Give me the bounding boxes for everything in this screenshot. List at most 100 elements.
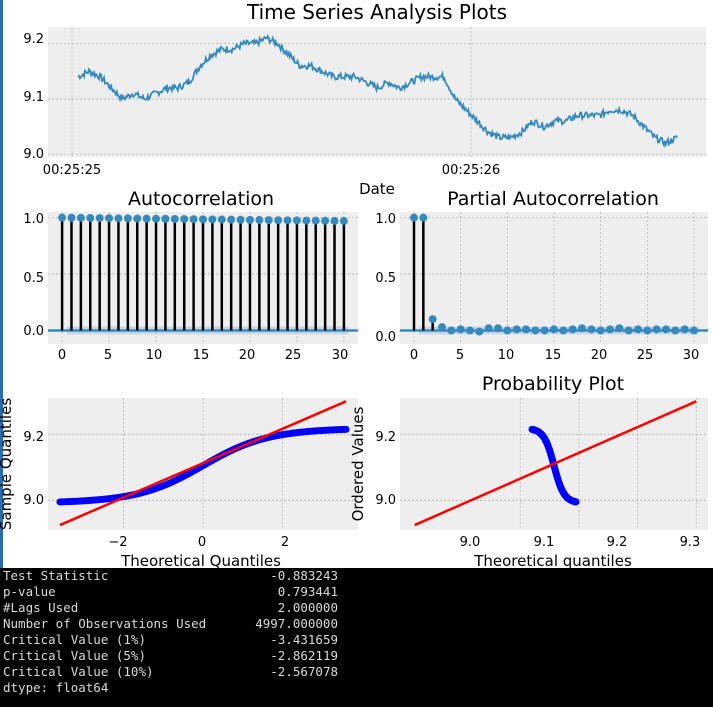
pacf-marker (662, 325, 670, 334)
terminal-value: -0.883243 (270, 568, 338, 583)
pacf-xtick-label: 15 (545, 348, 562, 363)
pacf-marker (671, 326, 680, 335)
pp-title: Probability Plot (482, 373, 624, 395)
terminal-label: Critical Value (10%) (3, 664, 154, 679)
acf-marker (105, 214, 114, 223)
acf-marker (264, 216, 273, 225)
pacf-marker (587, 325, 596, 334)
acf-ytick-label: 0.5 (23, 271, 44, 286)
terminal-label: Test Statistic (3, 568, 109, 583)
terminal-label: Critical Value (5%) (3, 648, 146, 663)
acf-marker (161, 214, 170, 223)
pacf-marker (522, 325, 530, 334)
pacf-marker (615, 324, 624, 333)
figure-canvas: Time Series Analysis Plots Autocorrelati… (0, 0, 708, 568)
pacf-ytick-label: 0.0 (375, 330, 396, 345)
acf-ytick-label: 0.0 (23, 324, 44, 339)
terminal-row: Number of Observations Used (3, 616, 206, 632)
pacf-marker (466, 326, 474, 335)
terminal-row: p-value (3, 584, 56, 600)
acf-marker (114, 214, 123, 223)
pacf-marker (428, 315, 437, 324)
qq-ytick-label: 9.0 (23, 493, 44, 508)
ts-ytick-label: 9.1 (23, 90, 44, 105)
pacf-marker (578, 324, 586, 333)
acf-marker (189, 215, 198, 224)
pacf-xtick-label: 20 (591, 348, 608, 363)
acf-xtick-label: 10 (146, 348, 163, 363)
qq-point (342, 425, 350, 433)
acf-marker (330, 216, 339, 225)
terminal-value: -2.567078 (270, 664, 338, 679)
qq-xtick-label: 2 (281, 535, 289, 550)
pp-fit-line (414, 400, 697, 527)
terminal-value: 4997.000000 (255, 616, 338, 631)
timeseries-title: Time Series Analysis Plots (246, 0, 507, 24)
window-left-edge (0, 0, 3, 570)
pacf-marker (503, 326, 512, 335)
terminal-value: 0.793441 (277, 584, 338, 599)
pacf-marker (596, 326, 605, 335)
pacf-marker (652, 325, 661, 334)
terminal-label: Critical Value (1%) (3, 632, 146, 647)
pacf-ytick-label: 1.0 (375, 212, 396, 227)
pacf-marker (540, 326, 549, 335)
acf-marker (321, 216, 330, 225)
pacf-title: Partial Autocorrelation (447, 188, 659, 210)
acf-xtick-label: 5 (104, 348, 112, 363)
qq-ytick-label: 9.2 (23, 430, 44, 445)
terminal-value: -2.862119 (270, 648, 338, 663)
qq-fit-line (59, 400, 347, 527)
qq-xlabel: Theoretical Quantiles (120, 552, 281, 568)
terminal-row: Critical Value (10%) (3, 664, 154, 680)
pacf-marker (484, 324, 493, 333)
acf-marker (199, 215, 207, 224)
pacf-ytick-label: 0.5 (375, 271, 396, 286)
pacf-marker (643, 326, 652, 335)
terminal-row: Critical Value (1%) (3, 632, 146, 648)
acf-marker (142, 214, 151, 223)
terminal-dtype: dtype: float64 (3, 680, 109, 695)
acf-marker (123, 214, 132, 223)
acf-marker (208, 215, 217, 224)
pacf-marker (438, 323, 446, 332)
terminal-value: -3.431659 (270, 632, 338, 647)
qq-xtick-label: −2 (108, 535, 127, 550)
pacf-xtick-label: 30 (683, 348, 700, 363)
acf-marker (227, 215, 236, 224)
acf-marker (302, 216, 311, 225)
pacf-marker (606, 325, 614, 334)
ts-xtick-label: 00:25:26 (442, 163, 500, 178)
acf-marker (274, 216, 283, 225)
pacf-marker (494, 324, 502, 333)
pp-ytick-label: 9.0 (375, 493, 396, 508)
acf-marker (217, 215, 226, 224)
pp-xtick-label: 9.3 (680, 535, 701, 550)
pacf-marker (550, 325, 558, 334)
pacf-xtick-label: 0 (410, 348, 418, 363)
pp-xtick-label: 9.0 (460, 535, 481, 550)
pp-xtick-label: 9.2 (607, 535, 628, 550)
pp-xtick-label: 9.1 (534, 535, 555, 550)
pacf-marker (475, 327, 484, 336)
terminal-row: Test Statistic (3, 568, 108, 584)
timeseries-line (77, 34, 678, 148)
pacf-marker (634, 325, 642, 334)
acf-marker (152, 214, 161, 223)
terminal-row: Critical Value (5%) (3, 648, 146, 664)
acf-marker (86, 213, 95, 222)
acf-marker (170, 214, 179, 223)
pacf-marker (456, 325, 465, 334)
pacf-marker (568, 325, 577, 334)
acf-marker (95, 214, 104, 223)
acf-marker (58, 213, 67, 222)
acf-title: Autocorrelation (128, 188, 274, 210)
acf-ytick-label: 1.0 (23, 212, 44, 227)
terminal-label: Number of Observations Used (3, 616, 207, 631)
acf-xtick-label: 0 (58, 348, 66, 363)
acf-xtick-label: 15 (193, 348, 210, 363)
pacf-marker (559, 326, 568, 335)
acf-marker (311, 216, 320, 225)
pacf-marker (419, 213, 428, 222)
acf-marker (180, 215, 189, 224)
